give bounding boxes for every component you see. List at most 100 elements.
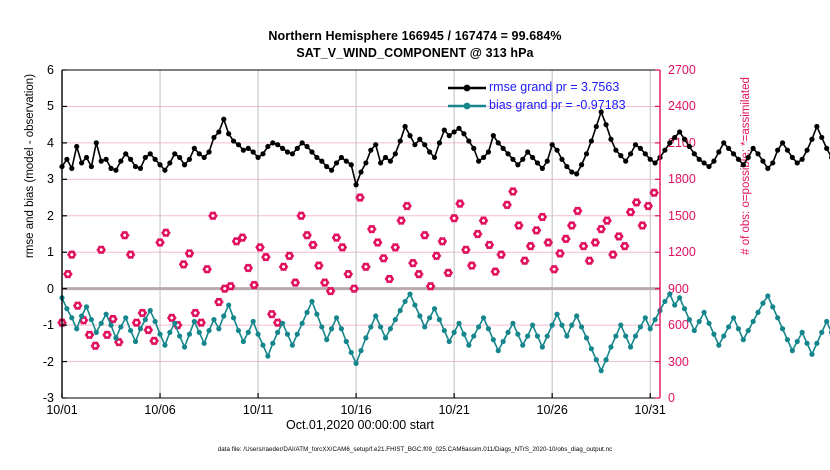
data-point bbox=[284, 331, 291, 337]
y-tick-label-left: 5 bbox=[47, 99, 54, 114]
data-point bbox=[314, 154, 320, 161]
data-point bbox=[672, 134, 678, 141]
data-point bbox=[804, 340, 810, 346]
data-point bbox=[186, 156, 193, 162]
data-point bbox=[804, 147, 810, 153]
data-point bbox=[779, 140, 786, 146]
obs-marker bbox=[578, 241, 589, 251]
data-point bbox=[608, 344, 614, 350]
data-point bbox=[162, 342, 168, 348]
obs-marker bbox=[255, 242, 265, 252]
data-point bbox=[353, 360, 359, 366]
data-point bbox=[539, 344, 545, 350]
data-point bbox=[446, 338, 452, 345]
y-tick-label-left: 3 bbox=[47, 172, 54, 187]
obs-marker bbox=[573, 206, 583, 216]
data-point bbox=[436, 140, 443, 146]
data-point bbox=[368, 147, 374, 153]
obs-marker bbox=[184, 249, 195, 258]
data-point bbox=[387, 326, 394, 332]
data-point bbox=[235, 327, 242, 334]
data-point bbox=[422, 324, 428, 330]
data-point bbox=[431, 154, 438, 161]
data-point bbox=[328, 167, 335, 173]
obs-marker bbox=[567, 221, 577, 230]
data-point bbox=[735, 326, 742, 332]
data-point bbox=[515, 162, 521, 168]
plot-background bbox=[62, 70, 660, 398]
data-point bbox=[382, 154, 389, 161]
obs-marker bbox=[196, 318, 206, 328]
data-point bbox=[353, 182, 359, 188]
data-point bbox=[588, 346, 594, 352]
data-point bbox=[221, 313, 227, 319]
obs-marker bbox=[331, 233, 342, 243]
data-point bbox=[618, 153, 624, 159]
obs-marker bbox=[637, 221, 647, 230]
data-point bbox=[677, 129, 683, 135]
data-point bbox=[69, 315, 75, 321]
obs-marker bbox=[625, 207, 636, 217]
data-point bbox=[652, 317, 658, 323]
data-point bbox=[534, 333, 541, 339]
data-point bbox=[578, 324, 585, 330]
obs-marker bbox=[96, 245, 106, 255]
obs-marker bbox=[473, 229, 483, 239]
data-point bbox=[436, 317, 443, 323]
data-point bbox=[275, 142, 281, 148]
data-point bbox=[495, 348, 501, 354]
obs-marker bbox=[308, 240, 318, 250]
x-axis-title: Oct.01,2020 00:00:00 start bbox=[285, 418, 435, 432]
obs-marker bbox=[537, 212, 547, 222]
data-point bbox=[304, 143, 310, 150]
obs-marker bbox=[390, 242, 400, 252]
data-point bbox=[799, 156, 805, 162]
legend-label-rmse[interactable]: rmse grand pr = 3.7563 bbox=[489, 80, 620, 94]
data-point bbox=[706, 320, 712, 326]
data-point bbox=[407, 291, 413, 297]
data-point bbox=[623, 333, 629, 339]
data-point bbox=[392, 151, 398, 157]
data-point bbox=[525, 333, 531, 339]
data-point bbox=[642, 151, 648, 157]
data-point bbox=[378, 324, 384, 330]
data-point bbox=[152, 318, 158, 325]
x-tick-label: 10/31 bbox=[634, 403, 666, 417]
data-point bbox=[755, 309, 761, 315]
obs-marker bbox=[202, 264, 212, 274]
data-point bbox=[230, 315, 237, 321]
data-point bbox=[667, 291, 673, 297]
data-point bbox=[775, 147, 781, 153]
data-point bbox=[250, 318, 256, 325]
x-tick-label: 10/01 bbox=[46, 403, 78, 417]
data-point bbox=[529, 322, 536, 328]
data-point bbox=[245, 145, 251, 151]
data-point bbox=[260, 342, 266, 348]
data-point bbox=[559, 322, 565, 328]
obs-marker bbox=[90, 341, 100, 351]
data-point bbox=[784, 337, 791, 343]
data-point bbox=[814, 340, 820, 346]
data-point bbox=[647, 326, 653, 332]
data-point bbox=[191, 318, 197, 325]
legend-label-bias[interactable]: bias grand pr = -0.97183 bbox=[489, 98, 626, 112]
y-tick-label-right: 1500 bbox=[668, 208, 696, 223]
data-point bbox=[794, 160, 800, 166]
data-point bbox=[226, 131, 232, 137]
data-point bbox=[235, 142, 242, 148]
data-point bbox=[299, 140, 305, 146]
data-point bbox=[98, 320, 104, 326]
data-point bbox=[726, 324, 732, 330]
data-point bbox=[667, 140, 673, 146]
data-point bbox=[412, 142, 418, 148]
bias-markers bbox=[59, 291, 830, 374]
data-point bbox=[348, 162, 354, 168]
data-point bbox=[211, 134, 217, 141]
data-point bbox=[211, 317, 217, 323]
data-point bbox=[726, 145, 732, 151]
data-point bbox=[745, 154, 751, 161]
data-point bbox=[691, 151, 697, 157]
obs-marker bbox=[314, 261, 324, 270]
y-tick-label-left: 0 bbox=[47, 281, 54, 296]
